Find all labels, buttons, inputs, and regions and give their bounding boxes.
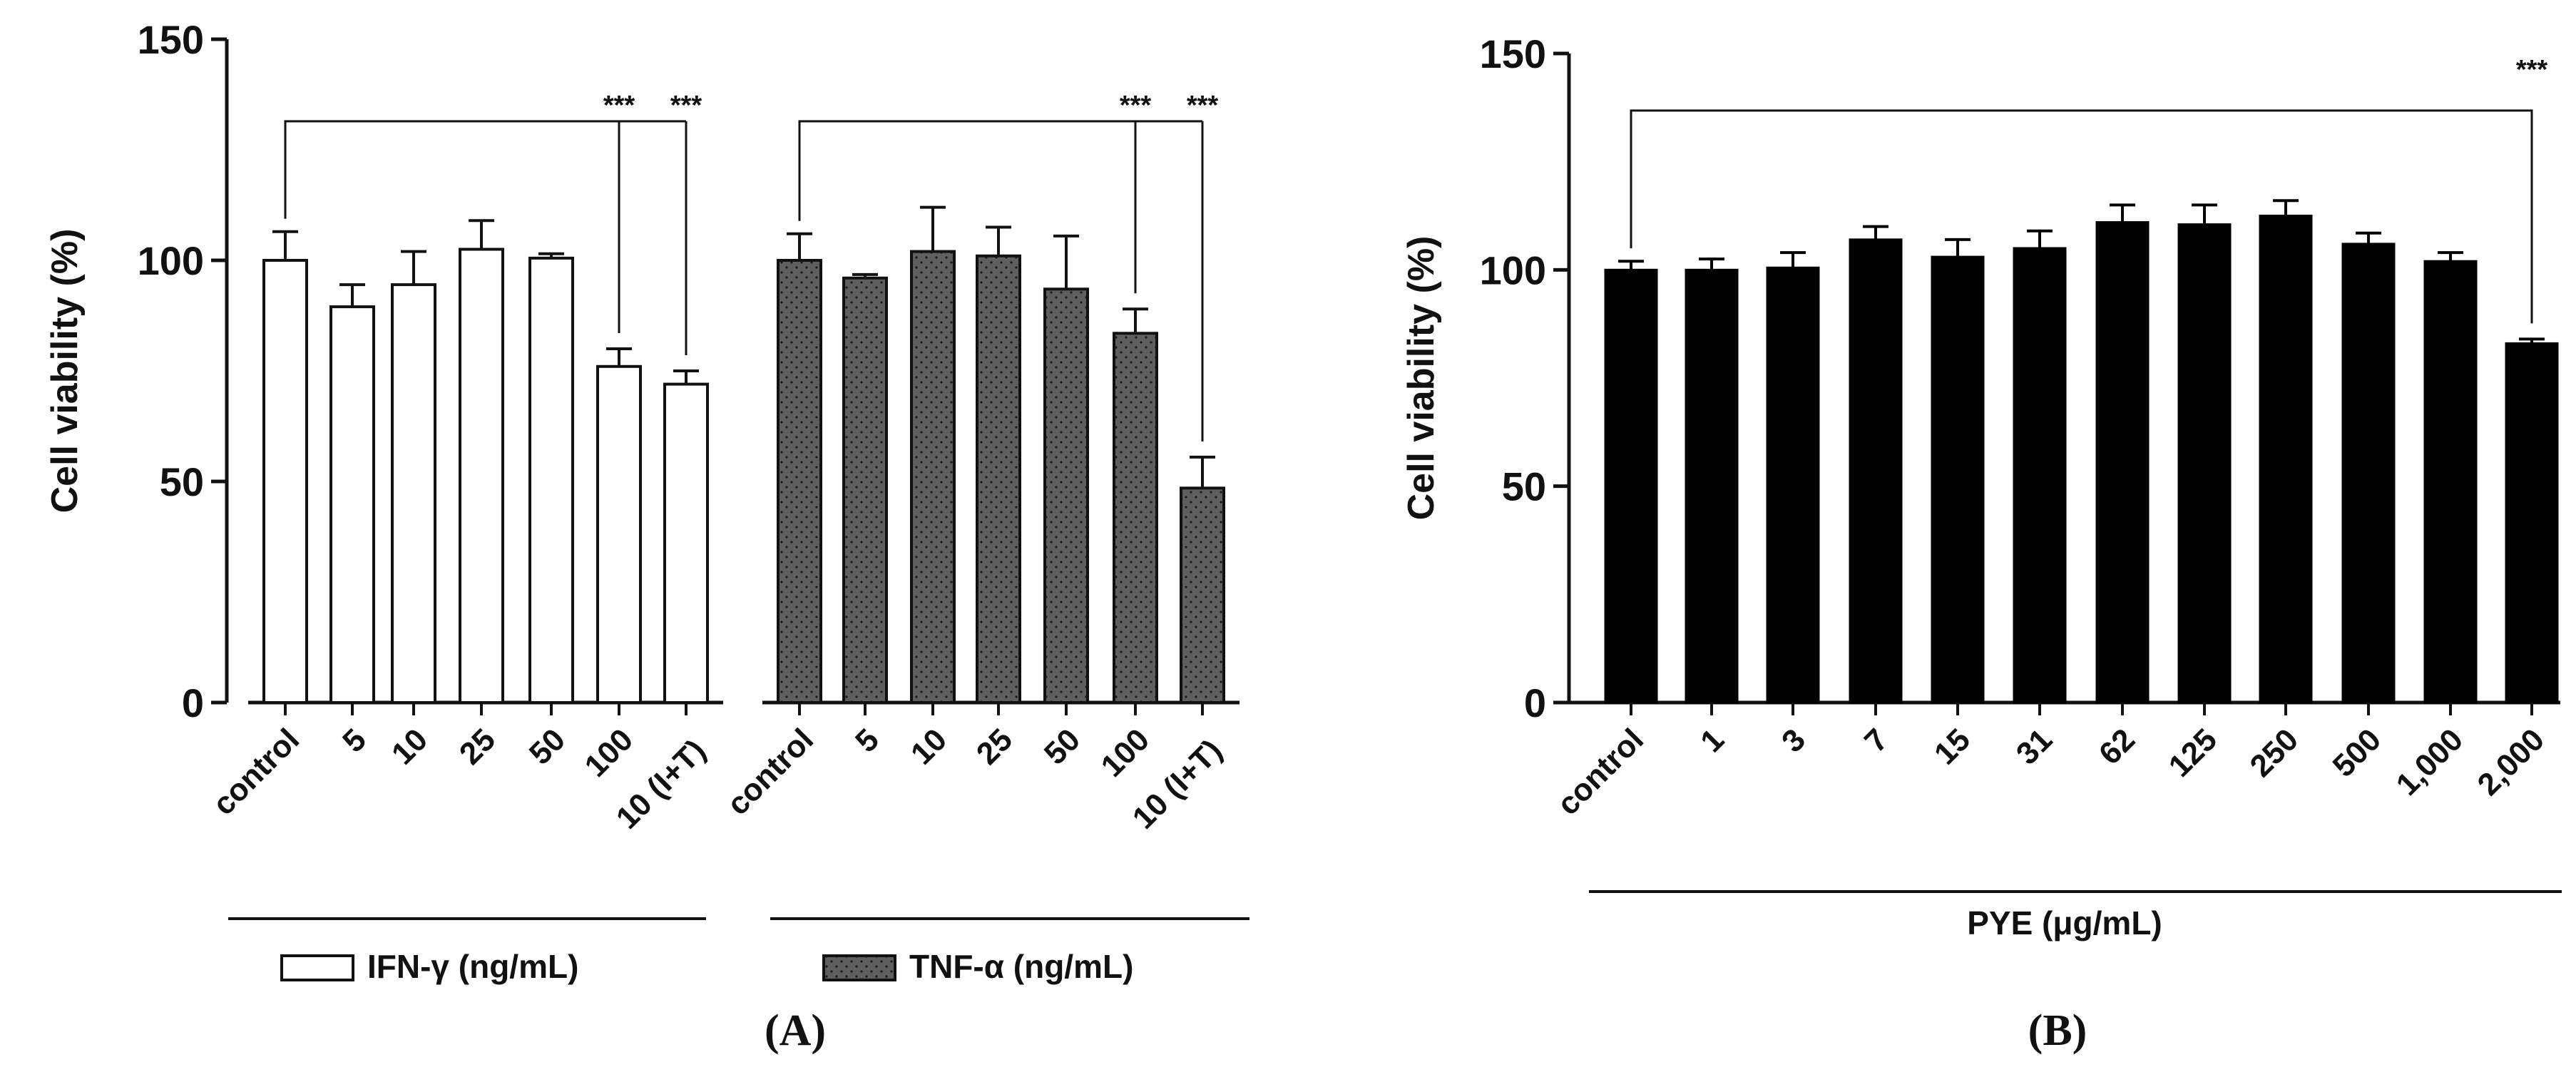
bar bbox=[910, 250, 956, 705]
x-axis-label: PYE (μg/mL) bbox=[1967, 904, 2162, 941]
x-tick-label: 25 bbox=[453, 722, 502, 771]
x-tick-label: 31 bbox=[2010, 722, 2059, 771]
bar bbox=[2505, 342, 2559, 704]
bar bbox=[2013, 247, 2067, 704]
bar bbox=[1180, 486, 1225, 704]
legend-label-tnf: TNF-α (ng/mL) bbox=[909, 948, 1133, 985]
y-tick-label: 100 bbox=[138, 238, 204, 283]
x-tick-label: 100 bbox=[578, 722, 640, 784]
x-tick-label: 5 bbox=[849, 722, 886, 759]
y-axis-label: Cell viability (%) bbox=[1401, 236, 1442, 521]
legend-swatch-ifn bbox=[280, 954, 354, 981]
bar bbox=[1766, 266, 1820, 704]
significance-label: *** bbox=[603, 91, 635, 121]
bar bbox=[2259, 215, 2313, 704]
bar bbox=[2095, 221, 2150, 704]
x-tick-label: 100 bbox=[1095, 722, 1157, 784]
legend-label-ifn: IFN-γ (ng/mL) bbox=[367, 948, 578, 985]
bar bbox=[1113, 332, 1158, 704]
x-tick-label: 50 bbox=[1038, 722, 1087, 771]
y-tick-label: 100 bbox=[1480, 247, 1546, 292]
bar bbox=[528, 256, 574, 704]
y-tick-label: 50 bbox=[1502, 464, 1546, 509]
bar bbox=[1604, 268, 1658, 704]
bar bbox=[1849, 238, 1903, 704]
bar bbox=[2423, 260, 2478, 704]
significance-label: *** bbox=[1187, 91, 1219, 121]
panel-b-chart: 0 50 100 150 Cell viability (%) control 1 3 7 15 3… bbox=[1401, 31, 2562, 1055]
y-tick-label: 0 bbox=[1524, 680, 1546, 725]
y-tick-label: 0 bbox=[182, 680, 204, 725]
significance-label: *** bbox=[1120, 91, 1152, 121]
x-tick-label: 250 bbox=[2244, 722, 2306, 784]
significance-bracket bbox=[284, 120, 686, 219]
x-tick-label: 10 bbox=[904, 722, 954, 771]
x-tick-label: control bbox=[1550, 722, 1650, 822]
x-tick-label: 62 bbox=[2092, 722, 2142, 771]
significance-label: *** bbox=[2516, 55, 2548, 85]
panel-label-b: (B) bbox=[2028, 1006, 2087, 1055]
bar bbox=[329, 305, 375, 705]
x-tick-label: 25 bbox=[970, 722, 1019, 771]
x-tick-label: 125 bbox=[2162, 722, 2224, 784]
bar bbox=[663, 382, 709, 704]
bar bbox=[976, 254, 1021, 704]
bar bbox=[2177, 223, 2232, 704]
x-tick-label: 7 bbox=[1858, 722, 1895, 759]
significance-bracket bbox=[1630, 109, 2533, 324]
x-tick-label: 1,000 bbox=[2390, 722, 2470, 802]
x-tick-label: 500 bbox=[2326, 722, 2388, 784]
y-axis-label: Cell viability (%) bbox=[44, 229, 86, 514]
bar bbox=[1931, 255, 1985, 704]
bar bbox=[777, 259, 822, 704]
x-tick-label: control bbox=[206, 722, 306, 822]
x-tick-label: 3 bbox=[1775, 722, 1812, 759]
x-tick-label: 2,000 bbox=[2471, 722, 2552, 802]
y-tick-label: 150 bbox=[1480, 31, 1546, 76]
bar bbox=[391, 283, 436, 705]
legend-swatch-tnf bbox=[822, 954, 896, 981]
y-tick-label: 50 bbox=[160, 459, 204, 504]
x-tick-label: control bbox=[720, 722, 820, 822]
y-tick-label: 150 bbox=[138, 17, 204, 62]
bar bbox=[596, 364, 642, 704]
bar bbox=[2341, 243, 2396, 704]
bar bbox=[262, 259, 308, 704]
x-tick-label: 15 bbox=[1928, 722, 1977, 771]
x-tick-label: 50 bbox=[523, 722, 572, 771]
x-tick-label: 1 bbox=[1694, 722, 1731, 759]
bar bbox=[1043, 287, 1089, 704]
x-tick-label: 5 bbox=[336, 722, 373, 759]
x-tick-label: 10 bbox=[385, 722, 434, 771]
significance-label: *** bbox=[670, 91, 702, 121]
bar bbox=[1685, 268, 1739, 704]
bar bbox=[459, 247, 504, 704]
bar bbox=[842, 276, 888, 704]
significance-bracket bbox=[798, 120, 1202, 221]
panel-label-a: (A) bbox=[765, 1006, 826, 1055]
